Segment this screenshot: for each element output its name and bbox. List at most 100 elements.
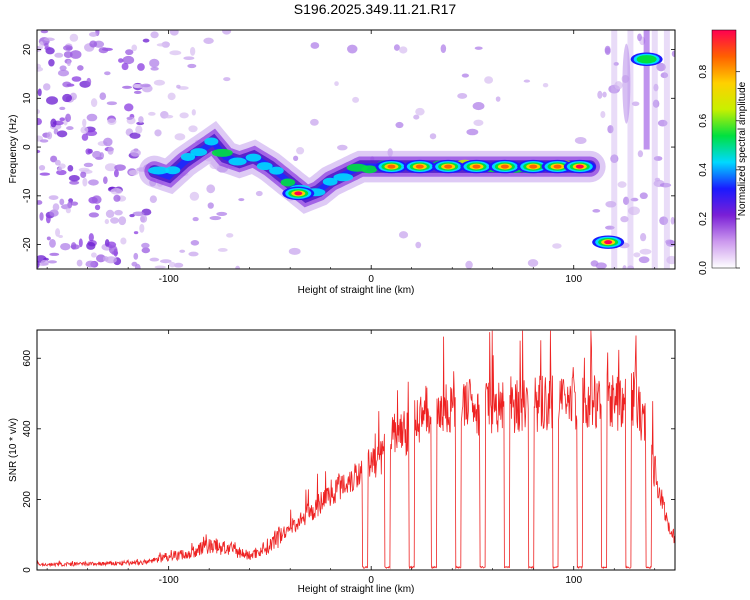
heatmap-noise-cell xyxy=(46,131,53,140)
heatmap-noise-cell xyxy=(107,118,117,125)
heatmap-noise-cell xyxy=(104,219,110,225)
spectrogram-heatmap xyxy=(37,30,675,269)
heatmap-noise-cell xyxy=(176,84,181,89)
heatmap-noise-cell xyxy=(39,172,51,176)
heatmap-noise-cell xyxy=(631,101,640,107)
heatmap-noise-cell xyxy=(57,69,70,77)
heatmap-noise-cell xyxy=(37,260,40,269)
heatmap-noise-cell xyxy=(88,31,98,37)
colorbar-tick-label: 0.8 xyxy=(698,64,709,78)
heatmap-noise-cell xyxy=(149,257,160,262)
heatmap-stripe xyxy=(663,30,670,269)
heatmap-noise-cell xyxy=(189,191,200,201)
heatmap-noise-cell xyxy=(665,239,674,245)
heatmap-noise-cell xyxy=(466,128,479,136)
heatmap-noise-cell xyxy=(37,63,42,70)
heatmap-noise-cell xyxy=(474,46,483,50)
heatmap-hotspot xyxy=(553,164,562,169)
heatmap-noise-cell xyxy=(527,259,539,267)
heatmap-noise-cell xyxy=(128,169,139,176)
heatmap-noise-cell xyxy=(90,98,98,108)
heatmap-noise-cell xyxy=(62,81,72,88)
heatmap-noise-cell xyxy=(133,231,139,235)
heatmap-noise-cell xyxy=(45,214,51,224)
heatmap-noise-cell xyxy=(429,133,437,140)
heatmap-noise-cell xyxy=(38,164,46,171)
heatmap-noise-cell xyxy=(67,164,74,172)
heatmap-noise-cell xyxy=(89,40,98,48)
heatmap-noise-cell xyxy=(296,146,305,155)
heatmap-noise-cell xyxy=(592,209,601,213)
heatmap-noise-cell xyxy=(113,169,119,178)
heatmap-noise-cell xyxy=(114,164,126,171)
heatmap-noise-cell xyxy=(120,237,127,245)
heatmap-noise-cell xyxy=(70,242,77,250)
heatmap-stripe xyxy=(627,30,634,269)
heatmap-noise-cell xyxy=(622,43,631,124)
heatmap-noise-cell xyxy=(670,216,675,225)
heatmap-noise-cell xyxy=(94,204,101,211)
heatmap-noise-cell xyxy=(473,119,484,126)
spectrogram-y-tick-label: 10 xyxy=(22,92,33,104)
heatmap-noise-cell xyxy=(65,207,71,214)
heatmap-noise-cell xyxy=(66,126,74,131)
heatmap-ridge-cell xyxy=(280,178,296,187)
spectrogram-x-tick-label: 0 xyxy=(368,274,374,285)
heatmap-noise-cell xyxy=(639,192,648,200)
heatmap-noise-cell xyxy=(66,59,71,67)
heatmap-noise-cell xyxy=(50,155,58,163)
spectrogram-y-tick-label: -10 xyxy=(22,188,33,203)
heatmap-noise-cell xyxy=(610,154,619,164)
heatmap-noise-cell xyxy=(68,198,74,203)
heatmap-noise-cell xyxy=(113,194,121,202)
heatmap-noise-cell xyxy=(139,223,145,233)
heatmap-noise-cell xyxy=(622,196,630,205)
heatmap-hotspot xyxy=(642,57,651,62)
heatmap-noise-cell xyxy=(337,144,348,151)
heatmap-noise-cell xyxy=(137,63,145,71)
heatmap-noise-cell xyxy=(217,248,228,252)
heatmap-noise-cell xyxy=(168,261,176,268)
heatmap-noise-cell xyxy=(126,116,133,120)
heatmap-noise-cell xyxy=(163,114,174,119)
heatmap-noise-cell xyxy=(69,180,80,185)
heatmap-ridge-cell xyxy=(322,177,338,186)
heatmap-noise-cell xyxy=(188,125,198,133)
snr-y-tick-label: 400 xyxy=(22,420,33,437)
heatmap-noise-cell xyxy=(48,195,59,200)
heatmap-noise-cell xyxy=(58,234,63,239)
heatmap-noise-cell xyxy=(43,83,51,91)
heatmap-noise-cell xyxy=(37,88,42,97)
snr-x-tick-label: -100 xyxy=(159,575,179,586)
heatmap-noise-cell xyxy=(50,118,57,128)
spectrogram-frame xyxy=(36,29,676,270)
colorbar-label: Normalized spectral amplitude xyxy=(737,81,748,216)
spectrogram-x-tick-label: -100 xyxy=(159,274,179,285)
heatmap-noise-cell xyxy=(174,133,186,141)
heatmap-noise-cell xyxy=(68,175,80,182)
heatmap-noise-cell xyxy=(190,240,200,246)
heatmap-noise-cell xyxy=(605,200,617,208)
heatmap-noise-cell xyxy=(54,52,64,58)
snr-frame xyxy=(36,329,676,571)
heatmap-noise-cell xyxy=(653,156,663,161)
heatmap-noise-cell xyxy=(118,216,127,226)
heatmap-ridge-cell xyxy=(269,166,284,175)
heatmap-noise-cell xyxy=(88,233,94,242)
heatmap-noise-cell xyxy=(56,169,67,176)
heatmap-noise-cell xyxy=(48,59,55,67)
heatmap-noise-cell xyxy=(103,137,113,147)
heatmap-noise-cell xyxy=(69,33,79,42)
heatmap-ridge-cell xyxy=(180,152,196,161)
heatmap-ridge-cell xyxy=(228,157,247,166)
heatmap-hotspot xyxy=(294,191,303,196)
heatmap-noise-cell xyxy=(150,31,159,39)
heatmap-noise-cell xyxy=(47,260,58,264)
heatmap-noise-cell xyxy=(110,187,123,195)
heatmap-noise-cell xyxy=(347,44,358,54)
heatmap-noise-cell xyxy=(77,65,84,71)
heatmap-noise-cell xyxy=(395,121,404,129)
heatmap-noise-cell xyxy=(639,248,652,255)
heatmap-noise-cell xyxy=(671,50,675,57)
heatmap-noise-cell xyxy=(124,103,134,112)
